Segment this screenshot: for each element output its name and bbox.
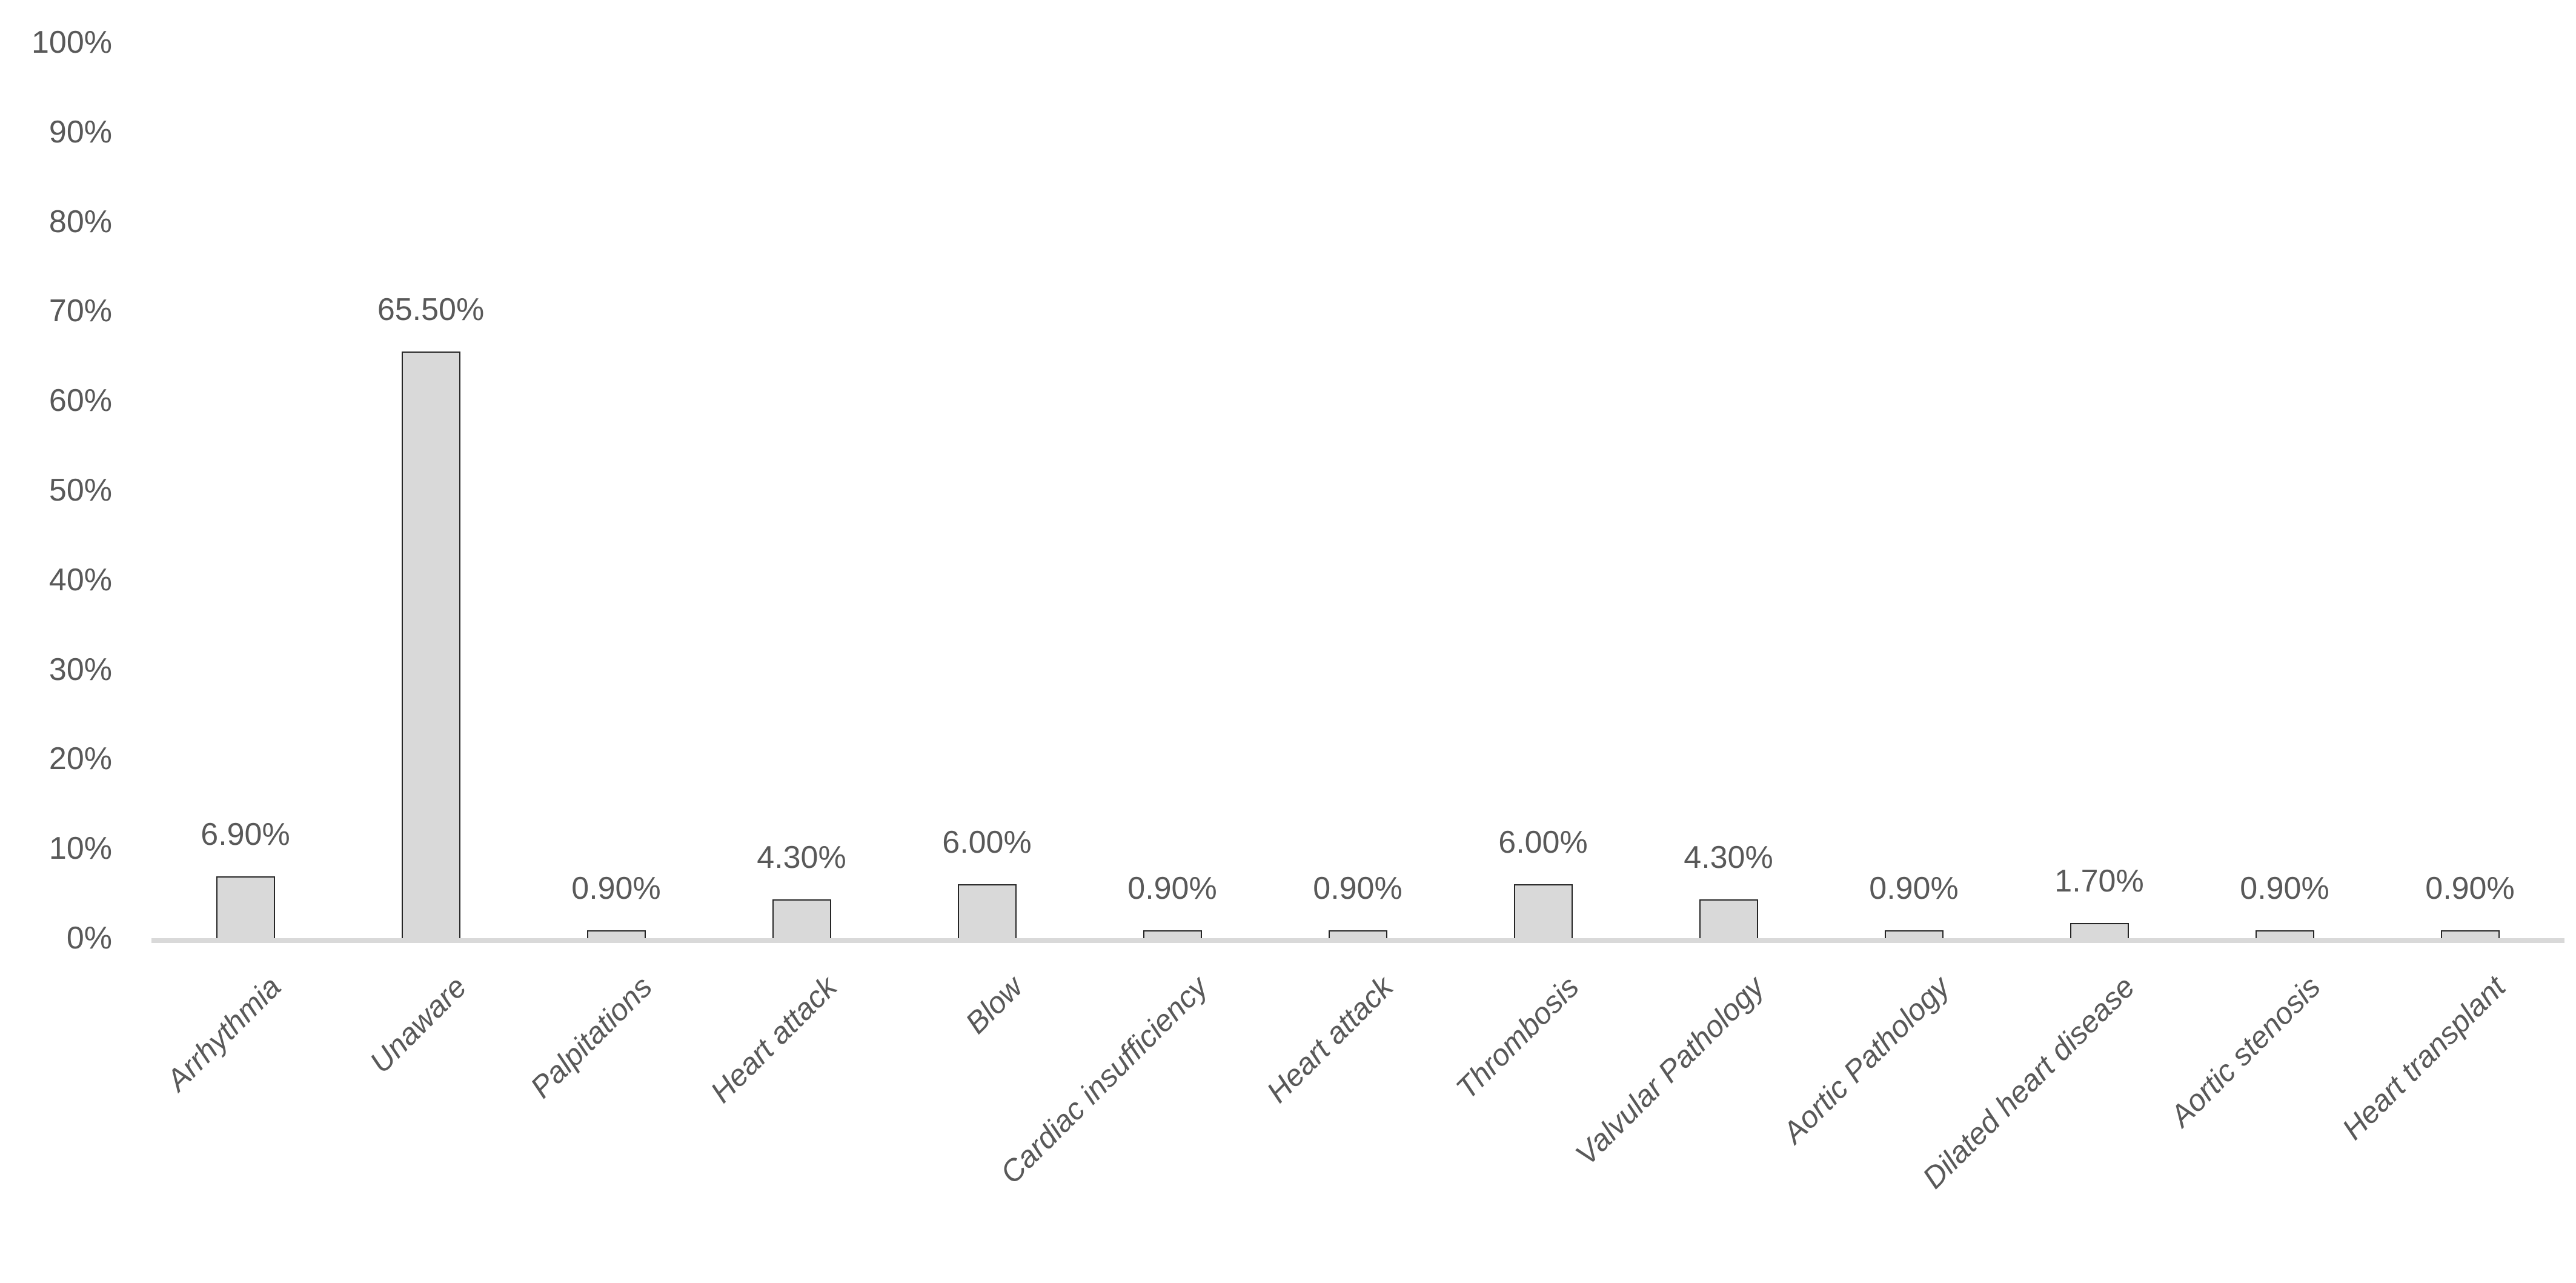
bar bbox=[2070, 922, 2129, 938]
y-axis-tick-label: 80% bbox=[48, 204, 112, 239]
bar bbox=[957, 884, 1017, 938]
y-axis-tick-label: 60% bbox=[48, 383, 112, 419]
bar bbox=[2255, 930, 2314, 938]
bar bbox=[401, 351, 460, 938]
x-axis-line bbox=[151, 938, 2564, 943]
y-axis-tick-label: 40% bbox=[48, 562, 112, 598]
bar-value-label: 65.50% bbox=[377, 292, 485, 327]
bar bbox=[1513, 884, 1573, 938]
y-axis-tick-label: 70% bbox=[48, 293, 112, 329]
bar bbox=[216, 876, 275, 938]
category-label: Cardiac insufficiency bbox=[994, 970, 1215, 1190]
bar bbox=[1328, 930, 1387, 938]
y-axis-tick-label: 100% bbox=[32, 25, 112, 60]
bar-value-label: 4.30% bbox=[1684, 840, 1773, 876]
bar-value-label: 4.30% bbox=[757, 840, 846, 876]
bar-value-label: 6.00% bbox=[942, 825, 1032, 861]
y-axis-tick-label: 0% bbox=[66, 921, 112, 956]
bar-value-label: 0.90% bbox=[1869, 870, 1959, 906]
y-axis-tick-label: 20% bbox=[48, 741, 112, 777]
y-axis-tick-label: 30% bbox=[48, 651, 112, 687]
bar bbox=[772, 899, 831, 938]
bar bbox=[1143, 930, 1202, 938]
category-label: Heart attack bbox=[704, 970, 844, 1110]
bar-value-label: 0.90% bbox=[571, 870, 661, 906]
category-label: Heart attack bbox=[1260, 970, 1400, 1110]
bar-value-label: 6.00% bbox=[1498, 825, 1588, 861]
category-label: Thrombosis bbox=[1449, 970, 1585, 1106]
bar-value-label: 1.70% bbox=[2054, 863, 2144, 899]
bar bbox=[1884, 930, 1944, 938]
bar bbox=[1699, 899, 1758, 938]
category-label: Arrhythmia bbox=[160, 970, 288, 1098]
y-axis-tick-label: 50% bbox=[48, 473, 112, 508]
category-label: Aortic stenosis bbox=[2163, 970, 2327, 1133]
bar-value-label: 0.90% bbox=[2240, 870, 2329, 906]
category-label: Unaware bbox=[363, 970, 473, 1080]
bar-value-label: 0.90% bbox=[1127, 870, 1217, 906]
category-label: Dilated heart disease bbox=[1916, 970, 2142, 1195]
category-label: Palpitations bbox=[523, 970, 659, 1105]
bar-value-label: 6.90% bbox=[201, 817, 290, 853]
y-axis-tick-label: 90% bbox=[48, 114, 112, 150]
category-label: Heart transplant bbox=[2335, 970, 2512, 1147]
category-label: Aortic Pathology bbox=[1776, 970, 1956, 1150]
y-axis-tick-label: 10% bbox=[48, 831, 112, 867]
bar bbox=[2440, 930, 2500, 938]
category-label: Blow bbox=[958, 970, 1029, 1041]
bar bbox=[586, 930, 646, 938]
category-label: Valvular Pathology bbox=[1569, 970, 1771, 1172]
bar-value-label: 0.90% bbox=[2425, 870, 2515, 906]
bar-value-label: 0.90% bbox=[1313, 870, 1403, 906]
